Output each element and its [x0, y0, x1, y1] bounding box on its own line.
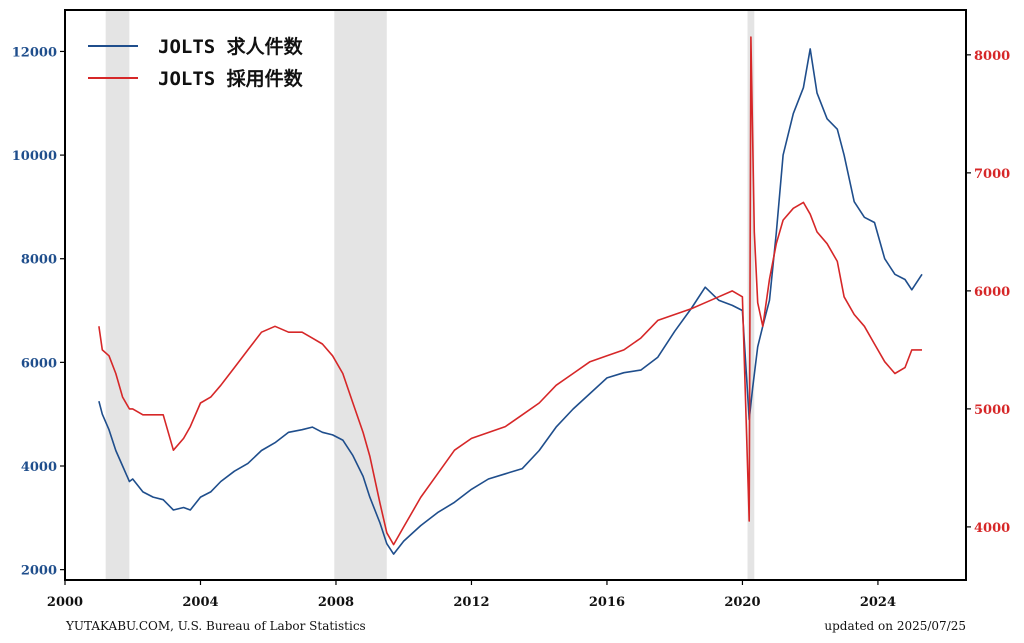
right-tick-label: 4000	[974, 521, 1010, 536]
left-tick-label: 4000	[21, 460, 57, 475]
x-tick-label: 2000	[47, 595, 83, 610]
recession-band-1	[334, 10, 387, 580]
x-axis: 2000 2004 2008 2012 2016 2020 2024	[47, 580, 896, 610]
left-axis: 2000 4000 6000 8000 10000 12000	[12, 45, 65, 579]
legend-label: JOLTS 採用件数	[158, 67, 304, 90]
left-tick-label: 10000	[12, 149, 57, 164]
plot-frame	[64, 9, 967, 581]
series-lines	[98, 36, 923, 555]
series-line-1	[98, 36, 922, 546]
legend: JOLTS 求人件数 JOLTS 採用件数	[88, 35, 304, 90]
x-tick-label: 2020	[724, 595, 760, 610]
recession-bands	[105, 10, 755, 580]
updated-date: updated on 2025/07/25	[824, 619, 966, 633]
x-tick-label: 2024	[860, 595, 896, 610]
recession-band-2	[747, 10, 755, 580]
source-credit: YUTAKABU.COM, U.S. Bureau of Labor Stati…	[66, 619, 366, 633]
right-tick-label: 5000	[974, 403, 1010, 418]
recession-band-0	[105, 10, 130, 580]
left-tick-label: 2000	[21, 564, 57, 579]
right-tick-label: 8000	[974, 49, 1010, 64]
left-tick-label: 6000	[21, 356, 57, 371]
right-axis: 4000 5000 6000 7000 8000	[966, 49, 1010, 536]
x-tick-label: 2016	[589, 595, 625, 610]
x-tick-label: 2008	[318, 595, 354, 610]
right-tick-label: 7000	[974, 167, 1010, 182]
right-tick-label: 6000	[974, 285, 1010, 300]
x-tick-label: 2004	[182, 595, 218, 610]
left-tick-label: 8000	[21, 253, 57, 268]
x-tick-label: 2012	[453, 595, 489, 610]
series-line-0	[98, 48, 923, 555]
left-tick-label: 12000	[12, 45, 57, 60]
legend-label: JOLTS 求人件数	[158, 35, 304, 58]
